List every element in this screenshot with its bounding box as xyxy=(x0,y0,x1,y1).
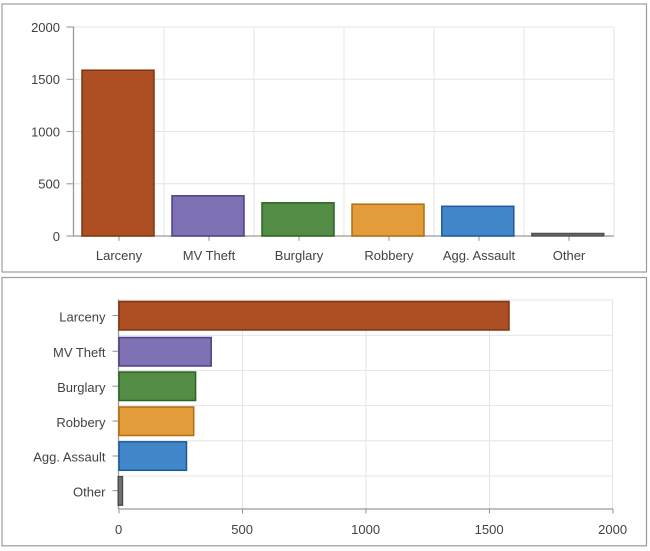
svg-text:Robbery: Robbery xyxy=(56,415,106,430)
svg-text:2000: 2000 xyxy=(31,20,60,35)
svg-text:Larceny: Larceny xyxy=(59,309,106,324)
svg-text:MV Theft: MV Theft xyxy=(53,345,106,360)
svg-text:500: 500 xyxy=(38,177,60,192)
svg-text:Agg. Assault: Agg. Assault xyxy=(443,248,516,263)
svg-text:Other: Other xyxy=(553,248,586,263)
svg-text:Other: Other xyxy=(73,484,106,499)
svg-text:0: 0 xyxy=(115,522,122,537)
svg-text:Agg. Assault: Agg. Assault xyxy=(33,450,106,465)
svg-text:1000: 1000 xyxy=(351,522,380,537)
svg-text:1000: 1000 xyxy=(31,124,60,139)
svg-text:2000: 2000 xyxy=(598,522,627,537)
svg-text:1500: 1500 xyxy=(475,522,504,537)
svg-text:500: 500 xyxy=(231,522,253,537)
svg-text:Burglary: Burglary xyxy=(57,380,106,395)
svg-text:Larceny: Larceny xyxy=(96,248,143,263)
svg-text:0: 0 xyxy=(53,229,60,244)
svg-text:1500: 1500 xyxy=(31,72,60,87)
svg-text:MV Theft: MV Theft xyxy=(183,248,236,263)
svg-text:Burglary: Burglary xyxy=(275,248,324,263)
svg-text:Robbery: Robbery xyxy=(364,248,414,263)
